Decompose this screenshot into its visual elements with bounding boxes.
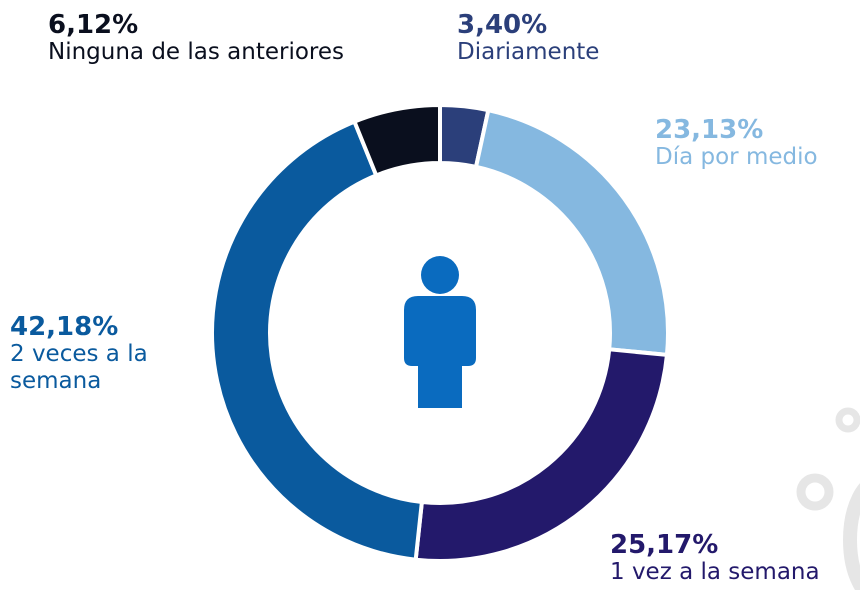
- value-label: 23,13%: [655, 115, 764, 145]
- category-label: 1 vez a la semana: [610, 559, 820, 585]
- value-label: 25,17%: [610, 530, 719, 560]
- donut-segment: [351, 102, 442, 179]
- category-label: Día por medio: [655, 144, 818, 170]
- icon-body: [404, 296, 476, 408]
- category-label: 2 veces a la semana: [10, 341, 148, 394]
- segment-label: 23,13% Día por medio: [655, 117, 818, 171]
- value-label: 3,40%: [457, 10, 548, 40]
- person-icon: [404, 256, 476, 408]
- value-label: 6,12%: [48, 10, 139, 40]
- segment-label: 42,18% 2 veces a la semana: [10, 314, 180, 395]
- value-label: 42,18%: [10, 312, 119, 342]
- bubble: [843, 483, 860, 590]
- category-label: Ninguna de las anteriores: [48, 39, 345, 65]
- donut-segment: [210, 119, 425, 562]
- segment-label: 3,40% Diariamente: [457, 12, 599, 66]
- bubble: [835, 407, 860, 433]
- category-label: Diariamente: [457, 39, 600, 65]
- segment-label: 6,12% Ninguna de las anteriores: [48, 12, 344, 66]
- donut-segment: [473, 107, 670, 358]
- segment-label: 25,17% 1 vez a la semana: [610, 532, 820, 586]
- donut: [210, 102, 670, 563]
- decor: [796, 407, 860, 590]
- icon-head: [421, 256, 459, 294]
- bubble: [796, 473, 834, 511]
